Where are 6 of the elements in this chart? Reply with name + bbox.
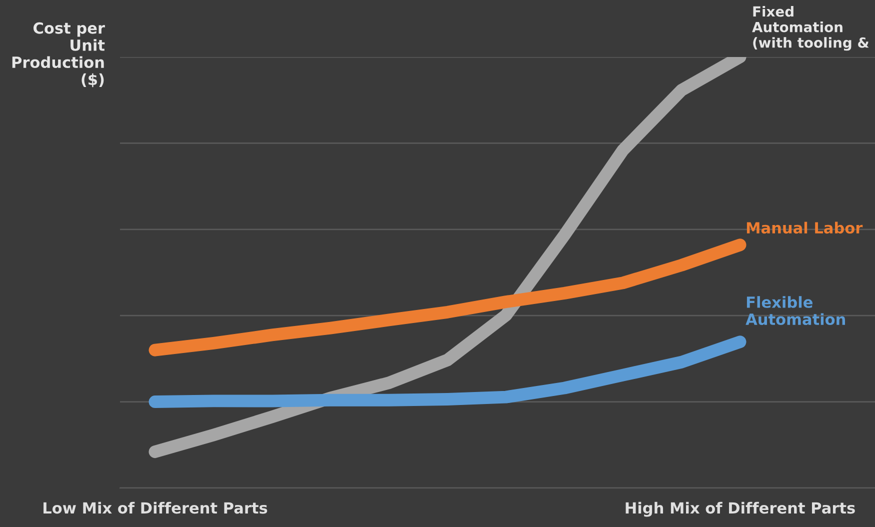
series-label: Manual Labor — [746, 222, 863, 234]
series-label: Flexible Automation — [746, 296, 845, 326]
y-axis-title: Cost per Unit Production ($) — [12, 22, 105, 88]
series-label: Fixed Automation (with tooling & — [752, 6, 869, 51]
x-tick-label: High Mix of Different Parts — [626, 502, 855, 517]
x-tick-label: Low Mix of Different Parts — [44, 502, 268, 514]
